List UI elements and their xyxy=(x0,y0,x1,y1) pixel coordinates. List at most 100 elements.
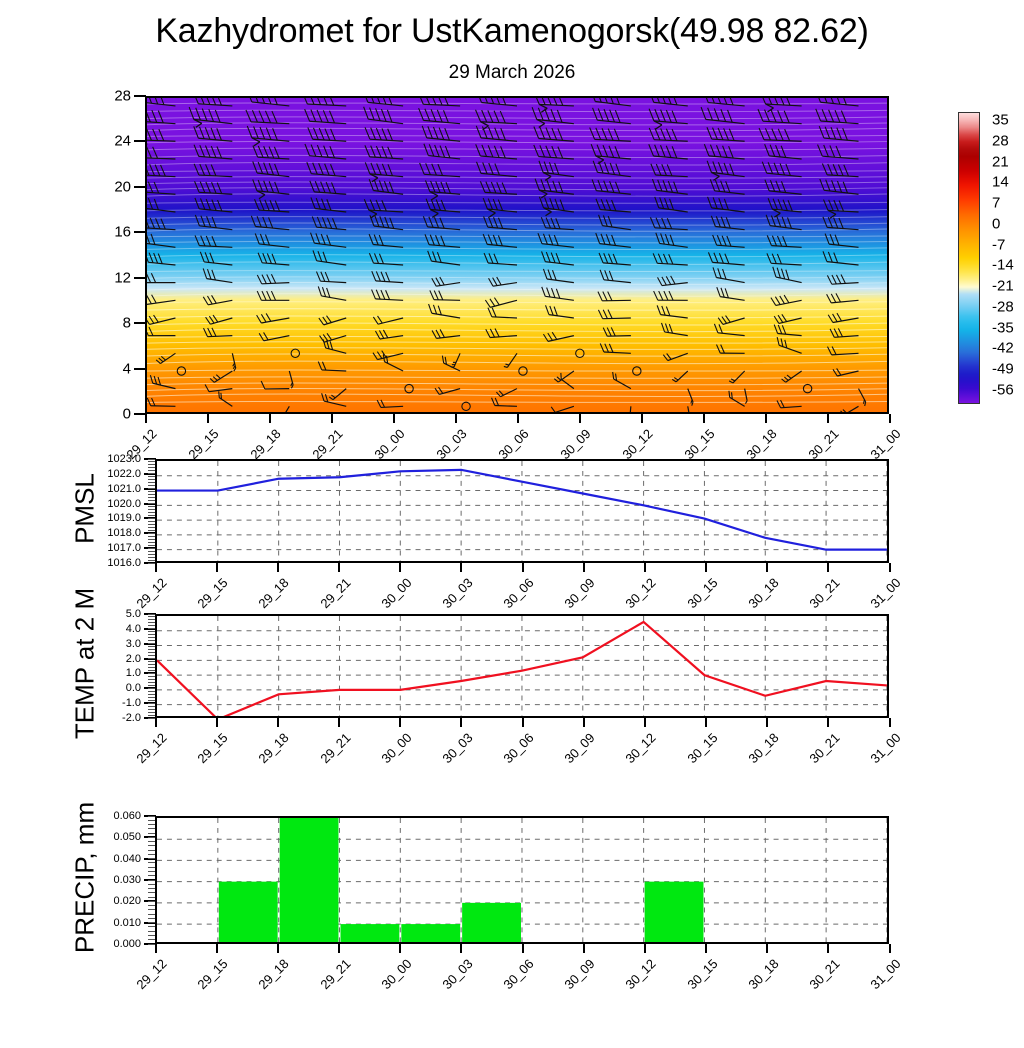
contour-line xyxy=(147,401,887,402)
precip-x-tickmark xyxy=(644,944,646,953)
wind-barb-stroke xyxy=(216,375,220,379)
wind-barb-stroke xyxy=(265,200,269,211)
precip-x-label: 30_18 xyxy=(741,956,781,996)
wind-barb-stroke xyxy=(555,199,559,210)
precip-plot[interactable] xyxy=(155,816,889,944)
pmsl-y-minortick xyxy=(148,536,155,537)
wind-barb-stroke xyxy=(259,195,265,199)
temp-y-minortick xyxy=(148,703,155,704)
wind-barb-stroke xyxy=(319,163,324,174)
temp-x-tickmark xyxy=(705,718,707,727)
precip-bar[interactable] xyxy=(219,882,278,944)
wind-barb-stroke xyxy=(831,127,836,139)
wind-barb-stroke xyxy=(494,146,499,158)
wind-barb-stroke xyxy=(785,340,787,348)
temp-y-minortick xyxy=(148,700,155,701)
contour-line xyxy=(147,383,887,385)
wind-barb-stroke xyxy=(207,296,212,304)
precip-bar[interactable] xyxy=(462,903,521,944)
wind-barb-stroke xyxy=(247,126,252,138)
cross-section-y-tickmark xyxy=(134,231,146,233)
temp-y-minortick xyxy=(148,691,155,692)
temp-y-minortick xyxy=(148,679,155,680)
wind-barb-stroke xyxy=(662,164,667,175)
cross-section-plot[interactable] xyxy=(145,96,889,414)
precip-bar[interactable] xyxy=(401,924,460,944)
wind-barb-stroke xyxy=(672,379,676,381)
wind-barb-stroke xyxy=(832,180,836,191)
temp-x-label: 29_15 xyxy=(190,730,230,770)
wind-barb-stroke xyxy=(836,275,840,284)
wind-barb-stroke xyxy=(827,347,831,355)
temp-y-minortick xyxy=(148,655,155,656)
wind-barb-stroke xyxy=(493,199,497,210)
wind-barb-stroke xyxy=(489,253,493,263)
wind-barb-stroke xyxy=(653,253,657,263)
wind-barb-stroke xyxy=(652,179,656,190)
precip-y-minortick xyxy=(148,935,155,936)
temp-x-tickmark xyxy=(155,718,157,727)
wind-barb-stroke xyxy=(829,200,833,211)
wind-barb-stroke xyxy=(649,98,654,102)
temp-y-minortick xyxy=(148,664,155,665)
wind-barb-stroke xyxy=(441,200,445,211)
wind-barb-stroke xyxy=(158,111,163,123)
cross-section-x-tickmark xyxy=(889,414,891,423)
wind-barb-stroke xyxy=(273,128,278,140)
temp-series xyxy=(157,616,887,718)
precip-y-label: 0.060 xyxy=(65,810,141,822)
wind-barb-stroke xyxy=(843,128,848,140)
temp-y-minortick xyxy=(148,622,155,623)
pmsl-y-minortick xyxy=(148,542,155,543)
precip-bar[interactable] xyxy=(340,924,399,944)
cross-section-x-tickmark xyxy=(765,414,767,423)
precip-y-minortick xyxy=(148,833,155,834)
precip-x-label: 30_15 xyxy=(680,956,720,996)
wind-barb-stroke xyxy=(545,109,550,121)
temperature-colorbar[interactable] xyxy=(958,112,980,404)
wind-barb-stroke xyxy=(261,314,266,322)
precip-y-minortick xyxy=(148,850,155,851)
precip-bar[interactable] xyxy=(645,882,704,944)
wind-barb-stroke xyxy=(323,110,328,122)
wind-barb-stroke xyxy=(253,179,257,190)
wind-barb-stroke xyxy=(716,145,721,157)
pmsl-y-minortick xyxy=(148,500,155,501)
pmsl-plot[interactable] xyxy=(155,459,889,563)
cross-section-y-tickmark xyxy=(134,95,146,97)
precip-y-label: 0.020 xyxy=(65,895,141,907)
pmsl-y-minortick xyxy=(148,494,155,495)
wind-barb-stroke xyxy=(147,175,175,177)
wind-barb-stroke xyxy=(726,217,730,228)
wind-barb-stroke xyxy=(313,163,318,174)
wind-barb-stroke xyxy=(772,254,776,264)
wind-barb-stroke xyxy=(834,253,838,263)
temp-x-label: 30_06 xyxy=(496,730,536,770)
temp-plot[interactable] xyxy=(155,614,889,718)
wind-barb-stroke xyxy=(714,253,718,263)
cross-section-y-label: 12 xyxy=(55,269,131,286)
wind-barb-stroke xyxy=(432,313,460,318)
temp-y-minortick xyxy=(148,667,155,668)
precip-x-label: 30_09 xyxy=(557,956,597,996)
temp-y-minortick xyxy=(148,619,155,620)
wind-barb-stroke xyxy=(534,145,539,157)
precip-x-tickmark xyxy=(766,944,768,953)
wind-barb-stroke xyxy=(206,236,210,246)
cross-section-y-label: 28 xyxy=(55,88,131,105)
precip-y-minortick xyxy=(148,867,155,868)
precip-bar[interactable] xyxy=(280,818,339,944)
wind-barb-stroke xyxy=(724,199,728,210)
wind-barb-stroke xyxy=(216,98,221,105)
wind-barb-stroke xyxy=(723,146,728,158)
wind-barb-stroke xyxy=(841,111,846,123)
temp-y-minortick xyxy=(148,640,155,641)
wind-barb-stroke xyxy=(365,145,370,157)
wind-barb-stroke xyxy=(609,146,614,158)
wind-barb-stroke xyxy=(331,129,336,141)
wind-barb-stroke xyxy=(194,164,199,175)
wind-barb-stroke xyxy=(713,267,716,277)
wind-barb-stroke xyxy=(318,251,322,261)
wind-barb-stroke xyxy=(539,197,543,208)
wind-barb-stroke xyxy=(707,161,711,173)
